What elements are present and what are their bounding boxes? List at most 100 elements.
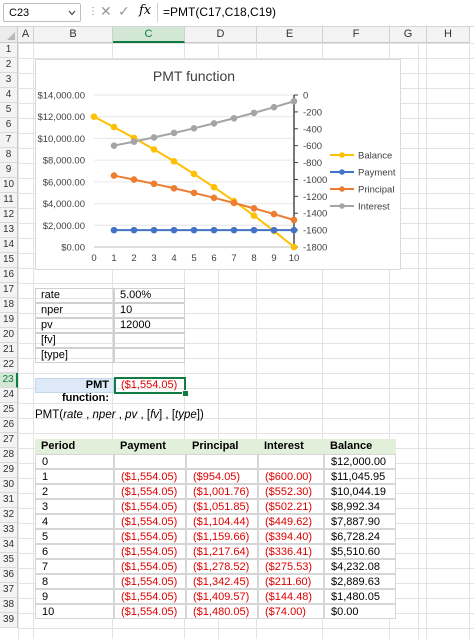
cell-period[interactable]: 7 bbox=[35, 559, 114, 574]
header-interest[interactable]: Interest bbox=[258, 439, 324, 454]
cell-balance[interactable]: $2,889.63 bbox=[324, 574, 396, 589]
input-label[interactable]: nper bbox=[35, 303, 114, 318]
row-header[interactable]: 4 bbox=[0, 88, 18, 103]
input-value[interactable]: 12000 bbox=[114, 318, 185, 333]
formula-input[interactable]: =PMT(C17,C18,C19) bbox=[163, 5, 277, 19]
cell-payment[interactable]: ($1,554.05) bbox=[114, 484, 186, 499]
row-header[interactable]: 36 bbox=[0, 568, 18, 583]
cell-balance[interactable]: $5,510.60 bbox=[324, 544, 396, 559]
row-header[interactable]: 17 bbox=[0, 283, 18, 298]
input-label[interactable]: [type] bbox=[35, 348, 114, 363]
row-header[interactable]: 24 bbox=[0, 388, 18, 403]
row-header[interactable]: 16 bbox=[0, 268, 18, 283]
input-label[interactable]: pv bbox=[35, 318, 114, 333]
row-header[interactable]: 10 bbox=[0, 178, 18, 193]
cell-balance[interactable]: $4,232.08 bbox=[324, 559, 396, 574]
chevron-down-icon[interactable] bbox=[68, 10, 76, 16]
cell-principal[interactable]: ($954.05) bbox=[186, 469, 258, 484]
row-header[interactable]: 15 bbox=[0, 253, 18, 268]
name-box[interactable]: C23 bbox=[3, 3, 81, 22]
cell-payment[interactable] bbox=[114, 454, 186, 469]
column-header[interactable]: B bbox=[34, 27, 113, 43]
cell-payment[interactable]: ($1,554.05) bbox=[114, 469, 186, 484]
cell-principal[interactable] bbox=[186, 454, 258, 469]
input-value[interactable]: 5.00% bbox=[114, 288, 185, 303]
cell-payment[interactable]: ($1,554.05) bbox=[114, 604, 186, 619]
column-header[interactable]: F bbox=[323, 27, 390, 43]
row-header[interactable]: 8 bbox=[0, 148, 18, 163]
cell-period[interactable]: 3 bbox=[35, 499, 114, 514]
row-header[interactable]: 21 bbox=[0, 343, 18, 358]
column-header[interactable]: D bbox=[185, 27, 257, 43]
pmt-label-cell[interactable]: PMT function: bbox=[35, 378, 114, 404]
row-header[interactable]: 3 bbox=[0, 73, 18, 88]
cell-period[interactable]: 2 bbox=[35, 484, 114, 499]
cell-principal[interactable]: ($1,104.44) bbox=[186, 514, 258, 529]
cell-principal[interactable]: ($1,480.05) bbox=[186, 604, 258, 619]
cell-interest[interactable]: ($144.48) bbox=[258, 589, 324, 604]
row-header[interactable]: 22 bbox=[0, 358, 18, 373]
header-principal[interactable]: Principal bbox=[186, 439, 258, 454]
row-header[interactable]: 34 bbox=[0, 538, 18, 553]
cell-principal[interactable]: ($1,159.66) bbox=[186, 529, 258, 544]
cell-payment[interactable]: ($1,554.05) bbox=[114, 529, 186, 544]
row-header[interactable]: 20 bbox=[0, 328, 18, 343]
pmt-result-cell[interactable]: ($1,554.05) bbox=[114, 377, 186, 394]
cell-period[interactable]: 6 bbox=[35, 544, 114, 559]
row-header[interactable]: 12 bbox=[0, 208, 18, 223]
pmt-chart[interactable]: PMT function $14,000.00 $12,000.00 $10,000.… bbox=[35, 59, 401, 270]
cell-interest[interactable]: ($600.00) bbox=[258, 469, 324, 484]
column-header[interactable]: H bbox=[427, 27, 470, 43]
row-header[interactable]: 14 bbox=[0, 238, 18, 253]
row-header[interactable]: 1 bbox=[0, 43, 18, 58]
cell-period[interactable]: 1 bbox=[35, 469, 114, 484]
insert-function-icon[interactable]: fx bbox=[139, 3, 152, 18]
row-header[interactable]: 7 bbox=[0, 133, 18, 148]
cell-period[interactable]: 4 bbox=[35, 514, 114, 529]
cell-principal[interactable]: ($1,409.57) bbox=[186, 589, 258, 604]
cell-period[interactable]: 0 bbox=[35, 454, 114, 469]
row-header[interactable]: 30 bbox=[0, 478, 18, 493]
cell-principal[interactable]: ($1,051.85) bbox=[186, 499, 258, 514]
row-header[interactable]: 32 bbox=[0, 508, 18, 523]
cell-interest[interactable] bbox=[258, 454, 324, 469]
row-header[interactable]: 5 bbox=[0, 103, 18, 118]
header-balance[interactable]: Balance bbox=[324, 439, 396, 454]
cell-balance[interactable]: $8,992.34 bbox=[324, 499, 396, 514]
row-header[interactable]: 19 bbox=[0, 313, 18, 328]
row-header[interactable]: 11 bbox=[0, 193, 18, 208]
cell-interest[interactable]: ($449.62) bbox=[258, 514, 324, 529]
row-header[interactable]: 35 bbox=[0, 553, 18, 568]
row-header[interactable]: 25 bbox=[0, 403, 18, 418]
cell-interest[interactable]: ($74.00) bbox=[258, 604, 324, 619]
column-header[interactable]: C bbox=[113, 27, 185, 43]
cell-interest[interactable]: ($211.60) bbox=[258, 574, 324, 589]
row-header[interactable]: 38 bbox=[0, 598, 18, 613]
cell-balance[interactable]: $12,000.00 bbox=[324, 454, 396, 469]
cell-payment[interactable]: ($1,554.05) bbox=[114, 574, 186, 589]
header-payment[interactable]: Payment bbox=[114, 439, 186, 454]
row-header[interactable]: 2 bbox=[0, 58, 18, 73]
cancel-icon[interactable]: ✕ bbox=[100, 3, 112, 19]
row-header[interactable]: 13 bbox=[0, 223, 18, 238]
cell-interest[interactable]: ($502.21) bbox=[258, 499, 324, 514]
row-header[interactable]: 23 bbox=[0, 373, 18, 388]
cell-balance[interactable]: $0.00 bbox=[324, 604, 396, 619]
cell-payment[interactable]: ($1,554.05) bbox=[114, 544, 186, 559]
fill-handle[interactable] bbox=[182, 390, 189, 397]
row-header[interactable]: 33 bbox=[0, 523, 18, 538]
cell-interest[interactable]: ($552.30) bbox=[258, 484, 324, 499]
cell-payment[interactable]: ($1,554.05) bbox=[114, 589, 186, 604]
syntax-line[interactable]: PMT(rate , nper , pv , [fv] , [type]) bbox=[35, 409, 204, 421]
cell-interest[interactable]: ($275.53) bbox=[258, 559, 324, 574]
cell-period[interactable]: 5 bbox=[35, 529, 114, 544]
input-value[interactable]: 10 bbox=[114, 303, 185, 318]
more-options-icon[interactable]: ⋮ bbox=[88, 6, 98, 17]
input-label[interactable]: rate bbox=[35, 288, 114, 303]
row-header[interactable]: 39 bbox=[0, 613, 18, 628]
cell-period[interactable]: 10 bbox=[35, 604, 114, 619]
row-header[interactable]: 18 bbox=[0, 298, 18, 313]
cell-interest[interactable]: ($394.40) bbox=[258, 529, 324, 544]
cell-interest[interactable]: ($336.41) bbox=[258, 544, 324, 559]
cell-payment[interactable]: ($1,554.05) bbox=[114, 514, 186, 529]
